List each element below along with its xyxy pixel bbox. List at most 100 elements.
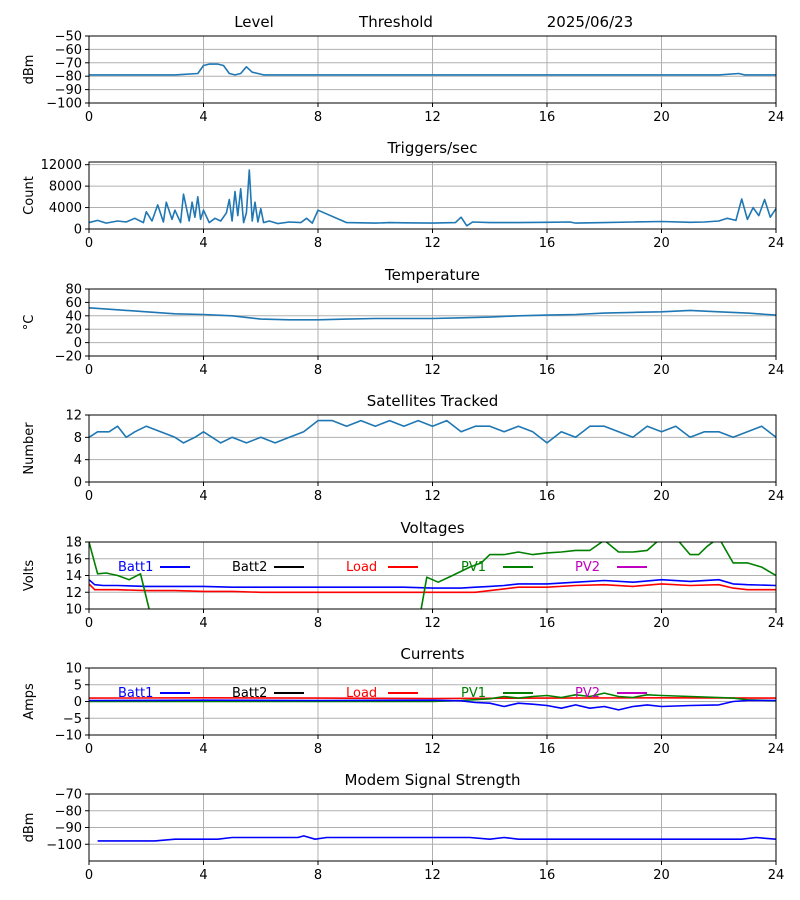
temperature-series-line (89, 307, 776, 321)
y-tick-label: 12000 (41, 158, 82, 173)
satellites-ylabel: Number (22, 422, 37, 475)
x-tick-label: 8 (314, 236, 322, 251)
date-label: 2025/06/23 (547, 13, 633, 31)
x-tick-label: 16 (539, 616, 556, 631)
voltages-series-line-batt1 (89, 578, 776, 589)
modem-title: Modem Signal Strength (345, 771, 521, 789)
modem-series-group (97, 835, 776, 842)
x-tick-label: 24 (768, 489, 785, 504)
y-tick-label: −90 (55, 821, 82, 836)
voltages-series-line-load (89, 583, 776, 594)
x-tick-label: 8 (314, 742, 322, 757)
legend-label-batt2: Batt2 (232, 686, 267, 701)
x-tick-label: 24 (768, 616, 785, 631)
satellites-chart: 0 4 8 12 16 20 24 0 4 8 12 Satellites Tracked Number (22, 392, 784, 504)
x-tick-label: 16 (539, 868, 556, 883)
currents-series-line-pv1 (89, 692, 776, 703)
voltages-title: Voltages (400, 519, 464, 537)
y-tick-label: 4000 (49, 201, 82, 216)
triggers-ylabel: Count (22, 176, 37, 215)
y-tick-label: 8 (74, 431, 82, 446)
x-tick-label: 16 (539, 236, 556, 251)
x-tick-label: 0 (85, 616, 93, 631)
x-tick-label: 20 (653, 363, 670, 378)
x-tick-label: 8 (314, 110, 322, 125)
x-tick-label: 4 (199, 110, 207, 125)
y-tick-label: 18 (65, 536, 82, 551)
x-tick-label: 0 (85, 110, 93, 125)
triggers-series-line (89, 169, 776, 227)
y-tick-label: 0 (74, 695, 82, 710)
y-tick-label: 10 (65, 603, 82, 618)
y-tick-label: 4 (74, 453, 82, 468)
x-tick-label: 20 (653, 110, 670, 125)
x-tick-label: 8 (314, 868, 322, 883)
x-tick-label: 16 (539, 110, 556, 125)
y-tick-label: −100 (46, 97, 82, 112)
y-tick-label: −50 (55, 30, 82, 45)
satellites-series-line (89, 419, 776, 444)
level-series-group (89, 63, 776, 76)
y-tick-label: 8000 (49, 180, 82, 195)
x-tick-label: 24 (768, 868, 785, 883)
x-tick-label: 0 (85, 363, 93, 378)
legend-label-batt1: Batt1 (118, 686, 153, 701)
legend-label-batt2: Batt2 (232, 560, 267, 575)
modem-series-line (97, 835, 776, 842)
x-tick-label: 12 (424, 363, 441, 378)
x-tick-label: 4 (199, 742, 207, 757)
x-tick-label: 0 (85, 489, 93, 504)
currents-title: Currents (400, 645, 464, 663)
x-tick-label: 0 (85, 868, 93, 883)
legend-label-batt1: Batt1 (118, 560, 153, 575)
x-tick-label: 12 (424, 868, 441, 883)
x-tick-label: 20 (653, 742, 670, 757)
x-tick-label: 4 (199, 489, 207, 504)
y-tick-label: 0 (74, 223, 82, 238)
x-tick-label: 20 (653, 868, 670, 883)
y-tick-label: 14 (65, 569, 82, 584)
voltages-series-line-pv1 (89, 542, 776, 609)
currents-series-line-batt1 (89, 699, 776, 711)
y-tick-label: −80 (55, 70, 82, 85)
x-tick-label: 4 (199, 363, 207, 378)
level-chart: 0 4 8 12 16 20 24 −100−90−80−70−60−50 dBm (22, 30, 784, 126)
x-tick-label: 20 (653, 489, 670, 504)
y-tick-label: 40 (65, 309, 82, 324)
legend-label-load: Load (346, 686, 377, 701)
y-tick-label: −10 (55, 729, 82, 744)
x-tick-label: 8 (314, 489, 322, 504)
legend-label-pv1: PV1 (461, 686, 486, 701)
y-tick-label: −70 (55, 788, 82, 803)
x-tick-label: 8 (314, 616, 322, 631)
modem-chart: 0 4 8 12 16 20 24 −100 −90 −80−70 Modem Signal Str… (22, 771, 784, 883)
y-tick-label: 10 (65, 662, 82, 677)
voltages-ylabel: Volts (22, 560, 37, 592)
currents-series-line-load (89, 696, 776, 700)
y-tick-label: 60 (65, 296, 82, 311)
x-tick-label: 0 (85, 742, 93, 757)
x-tick-label: 24 (768, 742, 785, 757)
y-tick-label: −70 (55, 56, 82, 71)
y-tick-label: −100 (46, 838, 82, 853)
x-tick-label: 8 (314, 363, 322, 378)
x-tick-label: 16 (539, 742, 556, 757)
x-tick-label: 16 (539, 363, 556, 378)
x-tick-label: 24 (768, 236, 785, 251)
level-series-line (89, 63, 776, 76)
voltages-series-group (89, 542, 776, 609)
y-tick-label: −90 (55, 83, 82, 98)
x-tick-label: 24 (768, 110, 785, 125)
x-tick-label: 4 (199, 616, 207, 631)
threshold-label: Threshold (358, 13, 433, 31)
y-tick-label: −5 (63, 712, 82, 727)
x-tick-label: 12 (424, 742, 441, 757)
temperature-ylabel: °C (22, 315, 37, 331)
x-tick-label: 24 (768, 363, 785, 378)
x-tick-label: 12 (424, 489, 441, 504)
legend-label-pv2: PV2 (575, 686, 600, 701)
